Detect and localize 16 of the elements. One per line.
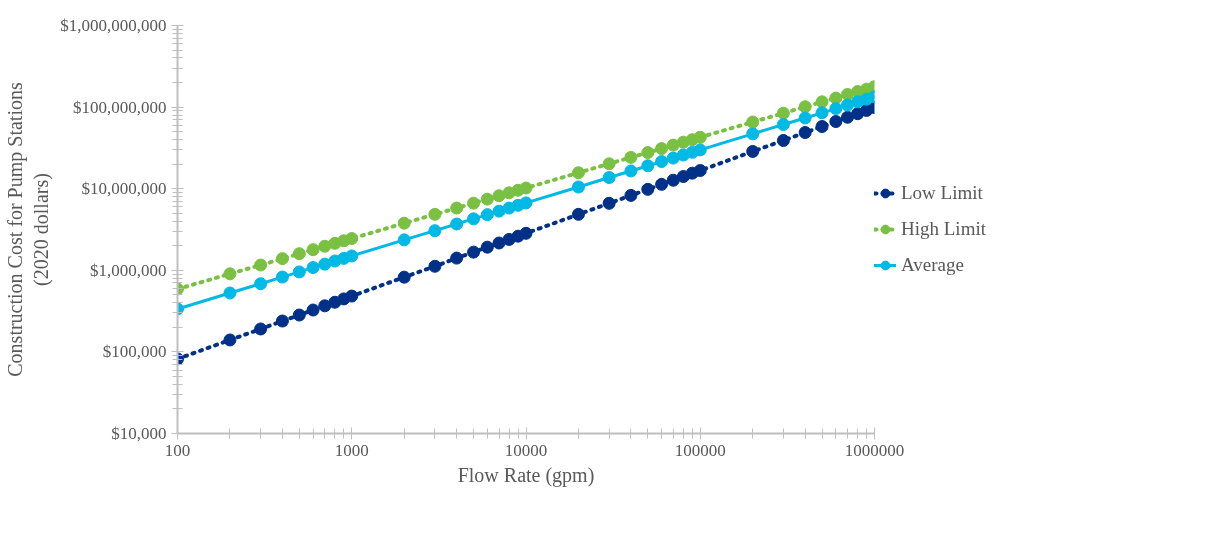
x-tick-label: 100 <box>164 440 191 460</box>
x-axis-title: Flow Rate (gpm) <box>457 463 595 487</box>
x-tick-label: 1000 <box>334 440 369 460</box>
y-tick-label: $1,000,000,000 <box>60 16 167 35</box>
y-tick-label: $10,000,000 <box>81 179 167 199</box>
y-tick-label: $10,000 <box>111 424 167 443</box>
x-tick-label: 1000000 <box>844 440 905 460</box>
y-tick-label: $100,000,000 <box>73 97 167 117</box>
x-tick-label: 10000 <box>504 440 548 460</box>
legend-label: Average <box>901 254 964 276</box>
y-tick-label: $1,000,000 <box>90 260 167 280</box>
legend-label: Low Limit <box>901 182 983 204</box>
y-tick-label: $100,000 <box>102 342 167 362</box>
x-tick-label: 100000 <box>674 440 726 460</box>
y-axis-title: Construction Cost for Pump Stations (2020 dollars) <box>3 82 54 377</box>
legend-label: High Limit <box>901 218 986 240</box>
